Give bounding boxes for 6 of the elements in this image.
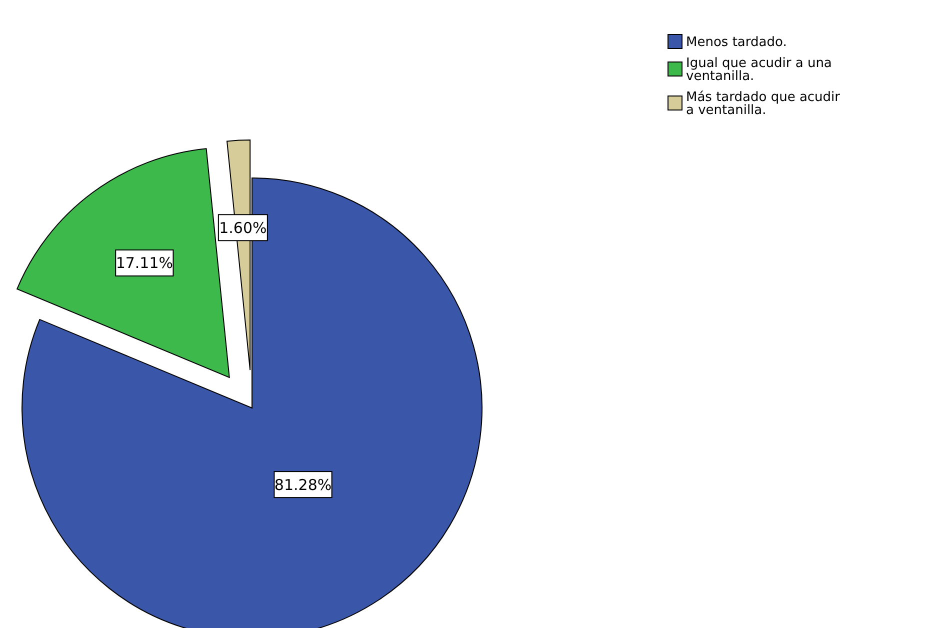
- legend-label: Más tardado que acudir a ventanilla.: [686, 90, 841, 118]
- data-label: 1.60%: [219, 218, 267, 237]
- data-label: 81.28%: [274, 476, 332, 494]
- data-label: 17.11%: [116, 254, 174, 272]
- legend-label: Igual que acudir a una ventanilla.: [686, 56, 832, 84]
- legend-label: Menos tardado.: [686, 35, 787, 50]
